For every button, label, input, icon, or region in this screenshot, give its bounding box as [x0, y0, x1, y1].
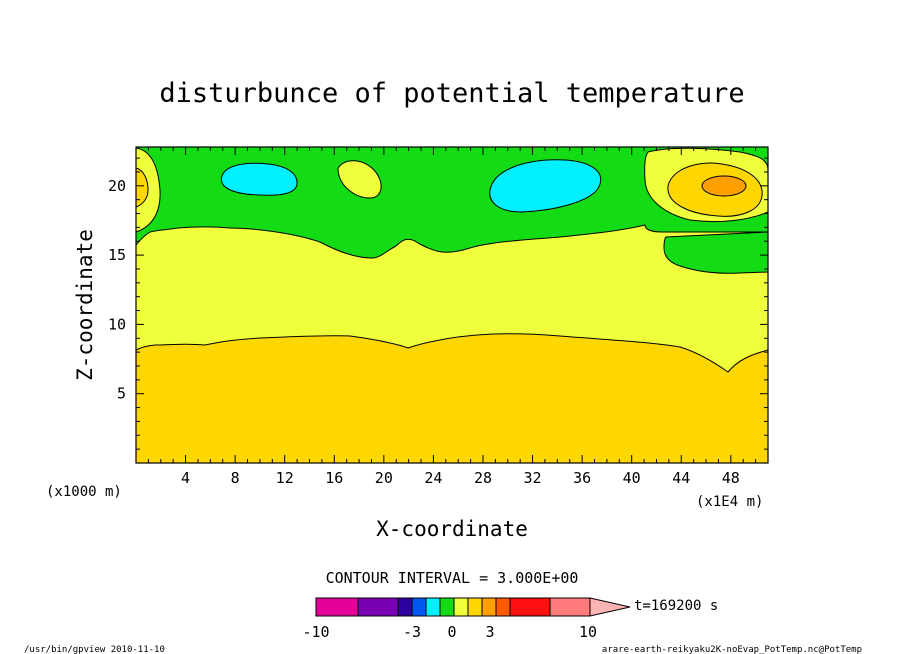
x-tick-label: 16 — [325, 469, 343, 487]
x-tick-label: 36 — [573, 469, 591, 487]
footer-right: arare-earth-reikyaku2K-noEvap_PotTemp.nc… — [602, 645, 862, 654]
colorbar-swatch — [453, 597, 469, 617]
colorbar-tick-label: -10 — [302, 623, 329, 641]
footer-left: /usr/bin/gpview 2010-11-10 — [24, 645, 165, 654]
colorbar-swatch — [315, 597, 359, 617]
x-tick-label: 8 — [231, 469, 240, 487]
region-neg3-to-0-center — [489, 159, 602, 213]
x-tick-label: 32 — [524, 469, 542, 487]
colorbar-swatch — [467, 597, 483, 617]
x-tick-label: 48 — [722, 469, 740, 487]
x-unit-left: (x1000 m) — [46, 484, 122, 500]
x-tick-label: 44 — [672, 469, 690, 487]
region-9-to-12 — [701, 175, 747, 197]
colorbar-tick-label: -3 — [403, 623, 421, 641]
x-tick-label: 20 — [375, 469, 393, 487]
colorbar-arrow — [589, 597, 631, 617]
colorbar-swatch — [439, 597, 455, 617]
y-axis-label: Z-coordinate — [73, 229, 97, 381]
region-3-to-6-blob — [337, 160, 382, 199]
x-tick-label: 40 — [623, 469, 641, 487]
colorbar-tick-label: 0 — [447, 623, 456, 641]
y-tick-label: 20 — [108, 177, 126, 195]
colorbar-swatch — [357, 597, 399, 617]
colorbar-swatch — [481, 597, 497, 617]
x-tick-label: 28 — [474, 469, 492, 487]
colorbar: -10 -3 0 3 10 — [302, 597, 631, 641]
y-tick-label: 5 — [117, 385, 126, 403]
x-unit-right: (x1E4 m) — [696, 494, 763, 510]
contour-interval-label: CONTOUR INTERVAL = 3.000E+00 — [326, 569, 579, 587]
colorbar-swatch — [509, 597, 551, 617]
chart-title: disturbunce of potential temperature — [159, 78, 744, 109]
x-axis-label: X-coordinate — [376, 517, 528, 541]
colorbar-swatch — [549, 597, 591, 617]
colorbar-swatch — [397, 597, 413, 617]
x-tick-label: 24 — [424, 469, 442, 487]
x-tick-label: 12 — [276, 469, 294, 487]
colorbar-tick-label: 3 — [485, 623, 494, 641]
region-neg3-to-0-left — [220, 162, 298, 196]
colorbar-swatch — [495, 597, 511, 617]
plot-frame — [135, 146, 769, 464]
region-6-to-9-upper-left — [135, 167, 149, 208]
colorbar-tick-label: 10 — [579, 623, 597, 641]
colorbar-swatch — [411, 597, 427, 617]
x-tick-label: 4 — [181, 469, 190, 487]
region-0-to-3-right — [663, 231, 769, 274]
time-label: t=169200 s — [634, 598, 718, 614]
y-tick-label: 10 — [108, 315, 126, 333]
contour-fields — [135, 146, 769, 463]
colorbar-swatch — [425, 597, 441, 617]
y-tick-label: 15 — [108, 246, 126, 264]
